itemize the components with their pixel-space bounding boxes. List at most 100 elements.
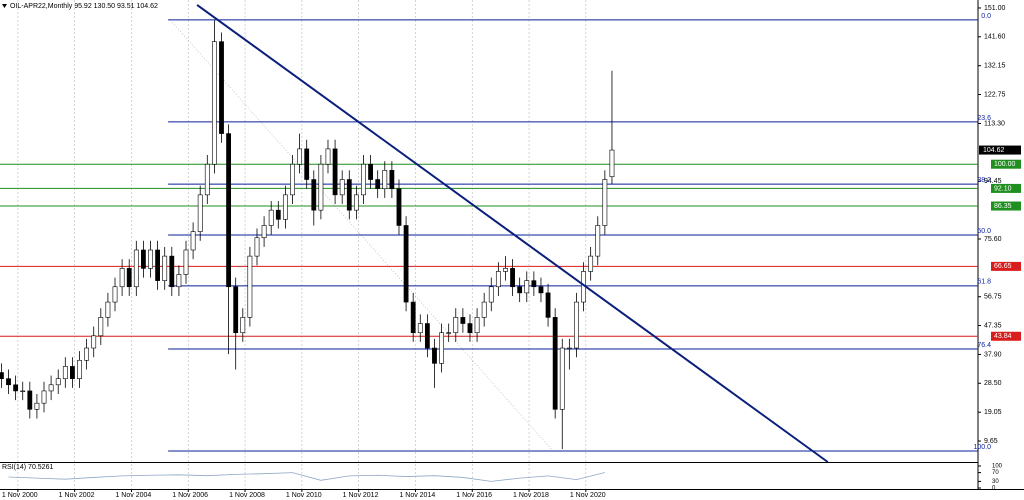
y-tick-label: 122.75 bbox=[984, 91, 1006, 98]
candle-body bbox=[211, 41, 217, 165]
candle-body bbox=[531, 280, 537, 288]
candle-body bbox=[559, 347, 565, 410]
level-tag bbox=[991, 261, 1021, 271]
candle-body bbox=[353, 194, 359, 211]
menu-arrow bbox=[2, 4, 7, 8]
candle-body bbox=[268, 209, 274, 226]
candle-body bbox=[204, 163, 210, 196]
candle-body bbox=[396, 188, 402, 226]
candle-body bbox=[410, 301, 416, 334]
level-tag bbox=[991, 159, 1021, 169]
candle-body bbox=[453, 317, 459, 334]
x-tick-label: 1 Nov 2018 bbox=[513, 492, 549, 499]
candle-body bbox=[133, 249, 139, 288]
candle-body bbox=[403, 225, 409, 303]
fib-label: 61.8 bbox=[977, 279, 991, 286]
candle-body bbox=[91, 335, 97, 349]
candle-body bbox=[98, 317, 104, 337]
y-tick-label: 47.35 bbox=[984, 322, 1002, 329]
candle-body bbox=[275, 209, 281, 220]
candle-body bbox=[346, 179, 352, 211]
candle-body bbox=[240, 317, 246, 334]
y-tick-label: 37.90 bbox=[984, 351, 1002, 358]
y-tick-label: 113.30 bbox=[984, 120, 1005, 127]
y-tick-label: 151.00 bbox=[984, 5, 1006, 12]
rsi-tick-label: 70 bbox=[992, 470, 999, 476]
x-tick-label: 1 Nov 2020 bbox=[570, 492, 606, 499]
candle-body bbox=[595, 225, 601, 257]
candle-body bbox=[311, 179, 317, 211]
candle-body bbox=[566, 347, 572, 350]
candle-body bbox=[602, 179, 608, 226]
y-tick-label: 132.15 bbox=[984, 63, 1006, 70]
candle-body bbox=[545, 292, 551, 318]
candle-body bbox=[126, 268, 132, 288]
candle-body bbox=[389, 170, 395, 190]
rsi-line bbox=[8, 472, 605, 482]
x-tick-label: 1 Nov 2012 bbox=[343, 492, 379, 499]
candle-body bbox=[247, 255, 253, 318]
candle-body bbox=[304, 148, 310, 180]
rsi-tick-label: 0 bbox=[992, 486, 996, 492]
candle-body bbox=[226, 133, 231, 288]
fib-label: 0.0 bbox=[981, 13, 991, 20]
candle-body bbox=[517, 286, 523, 294]
candle-body bbox=[297, 148, 302, 165]
x-tick-label: 1 Nov 2002 bbox=[59, 492, 95, 499]
rsi-tick-label: 100 bbox=[992, 464, 1003, 470]
chart-title: OIL-APR22,Monthly 95.92 130.50 93.51 104… bbox=[10, 3, 158, 10]
y-tick-label: 56.75 bbox=[984, 294, 1002, 301]
level-tag-label: 92.10 bbox=[994, 185, 1012, 192]
y-tick-label: 19.05 bbox=[984, 409, 1002, 416]
y-tick-label: 75.60 bbox=[984, 236, 1002, 243]
x-tick-label: 1 Nov 2016 bbox=[456, 492, 492, 499]
candle-body bbox=[34, 402, 40, 410]
candle-body bbox=[361, 163, 366, 196]
candle-body bbox=[375, 179, 381, 190]
y-tick-label: 28.50 bbox=[984, 380, 1002, 387]
candle-body bbox=[183, 249, 189, 275]
candle-body bbox=[190, 231, 196, 251]
candle-body bbox=[609, 149, 615, 178]
candle-body bbox=[105, 301, 111, 318]
candle-body bbox=[13, 384, 19, 392]
candle-body bbox=[524, 280, 530, 294]
level-tag-label: 86.35 bbox=[994, 203, 1012, 210]
candle-body bbox=[70, 366, 75, 379]
candle-body bbox=[84, 347, 90, 361]
candle-body bbox=[141, 249, 146, 269]
candle-body bbox=[481, 301, 487, 318]
candle-body bbox=[325, 148, 331, 165]
candle-body bbox=[503, 268, 508, 272]
candle-body bbox=[467, 323, 473, 334]
level-tag-label: 66.65 bbox=[994, 263, 1012, 270]
y-tick-label: 9.65 bbox=[984, 438, 998, 445]
fib-label: 76.4 bbox=[977, 342, 991, 349]
x-tick-label: 1 Nov 2006 bbox=[172, 492, 208, 499]
x-tick-label: 1 Nov 2004 bbox=[115, 492, 151, 499]
fib-label: 23.6 bbox=[977, 115, 991, 122]
candle-body bbox=[0, 372, 4, 379]
level-tag bbox=[991, 331, 1021, 341]
candle-body bbox=[510, 268, 515, 288]
candle-body bbox=[119, 268, 125, 288]
candle-body bbox=[424, 323, 430, 349]
candle-body bbox=[6, 378, 11, 386]
candle-body bbox=[148, 249, 153, 269]
candle-body bbox=[112, 286, 118, 303]
rsi-label: RSI(14) 70.5261 bbox=[2, 464, 53, 471]
candle-body bbox=[588, 255, 594, 272]
candle-body bbox=[460, 317, 466, 324]
trendline bbox=[196, 4, 829, 463]
candle-body bbox=[368, 163, 373, 180]
candle-body bbox=[495, 271, 501, 288]
candle-body bbox=[20, 390, 26, 393]
y-tick-label: 141.60 bbox=[984, 34, 1006, 41]
x-tick-label: 1 Nov 2008 bbox=[229, 492, 265, 499]
candle-body bbox=[41, 390, 47, 404]
candle-body bbox=[169, 255, 175, 288]
candle-body bbox=[318, 163, 324, 211]
candle-body bbox=[538, 286, 544, 294]
y-tick-label: 94.45 bbox=[984, 178, 1002, 185]
